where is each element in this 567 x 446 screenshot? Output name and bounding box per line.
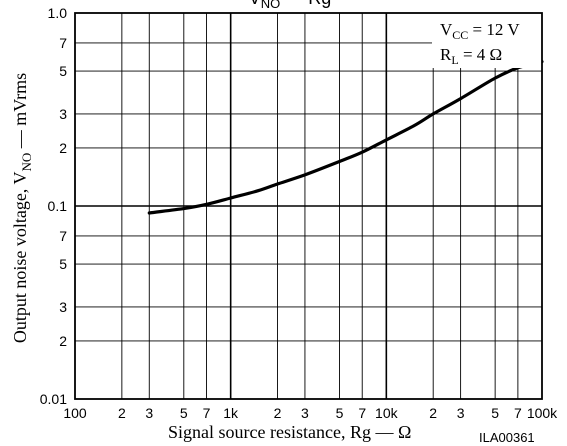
grid: [75, 13, 542, 399]
y-tick-label: 0.01: [40, 391, 67, 407]
x-tick-label: 2: [274, 405, 282, 421]
annotation-background: [432, 12, 542, 68]
vcc-label: VCC = 12 V: [440, 20, 520, 42]
x-tick-label: 5: [491, 405, 499, 421]
y-tick-label: 0.1: [48, 198, 68, 214]
y-tick-label: 5: [59, 63, 67, 79]
x-axis-label: Signal source resistance, Rg — Ω: [168, 422, 411, 442]
y-tick-label: 3: [59, 106, 67, 122]
y-tick-label: 3: [59, 299, 67, 315]
y-tick-labels: 0.01 2 3 5 7 0.1 2 3 5 7 1.0: [40, 5, 67, 407]
x-tick-label: 7: [514, 405, 522, 421]
x-tick-label: 7: [358, 405, 366, 421]
x-tick-label: 5: [336, 405, 344, 421]
plot-frame: [74, 12, 543, 400]
x-tick-label: 3: [457, 405, 465, 421]
condition-annotation: VCC = 12 V RL = 4 Ω: [432, 12, 542, 68]
x-tick-label: 2: [429, 405, 437, 421]
x-tick-label: 5: [180, 405, 188, 421]
x-tick-label: 7: [203, 405, 211, 421]
x-tick-label: 3: [145, 405, 153, 421]
chart-title: VNO — Rg: [249, 0, 332, 11]
y-axis-label: Output noise voltage, VNO — mVrms: [10, 73, 34, 343]
y-tick-label: 5: [59, 256, 67, 272]
noise-voltage-curve: [147, 60, 544, 215]
y-tick-label: 1.0: [48, 5, 68, 21]
figure-id: ILA00361: [479, 430, 535, 445]
y-tick-label: 2: [59, 333, 67, 349]
x-tick-label: 3: [301, 405, 309, 421]
x-tick-label: 2: [118, 405, 126, 421]
rl-label: RL = 4 Ω: [440, 45, 502, 67]
x-tick-label: 100k: [527, 405, 558, 421]
x-tick-label: 100: [63, 405, 87, 421]
y-tick-label: 7: [59, 35, 67, 51]
x-tick-labels: 100 2 3 5 7 1k 2 3 5 7 10k 2 3 5 7 100k: [63, 405, 558, 421]
y-tick-label: 7: [59, 228, 67, 244]
x-tick-label: 10k: [375, 405, 399, 421]
y-tick-label: 2: [59, 140, 67, 156]
x-tick-label: 1k: [223, 405, 239, 421]
